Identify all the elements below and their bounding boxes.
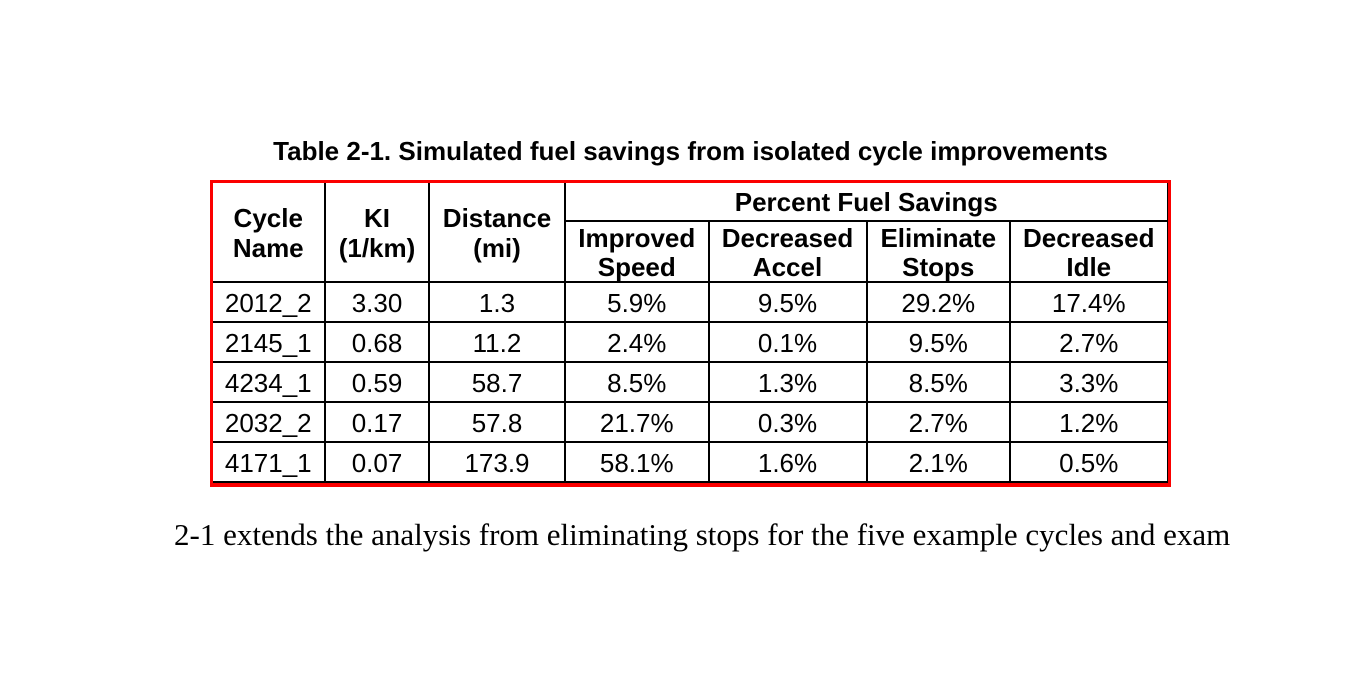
cell-cycle-name-row5: 4171_1 (212, 443, 324, 481)
cell-decreased-idle-row3: 3.3% (1011, 363, 1167, 401)
cell-eliminate-stops-row2: 9.5% (867, 323, 1009, 361)
cell-eliminate-stops-row3: 8.5% (867, 363, 1009, 401)
header-cell-cycle-name: Cycle Name (212, 183, 324, 281)
cell-decreased-idle-row1: 17.4% (1011, 283, 1167, 321)
header-cell-ki: KI (1/km) (326, 183, 428, 281)
header-cell-distance: Distance (mi) (430, 183, 564, 281)
cell-ki-row3: 0.59 (326, 363, 428, 401)
cell-distance-row3: 58.7 (430, 363, 564, 401)
cell-distance-row1: 1.3 (430, 283, 564, 321)
cell-improved-speed-row1: 5.9% (566, 283, 708, 321)
fuel-savings-table: Cycle Name KI (1/km) Distance (mi) Perce… (210, 181, 1169, 483)
cell-ki-row5: 0.07 (326, 443, 428, 481)
cell-distance-row4: 57.8 (430, 403, 564, 441)
cell-decreased-idle-row4: 1.2% (1011, 403, 1167, 441)
cell-ki-row2: 0.68 (326, 323, 428, 361)
cell-decreased-accel-row1: 9.5% (709, 283, 866, 321)
cell-eliminate-stops-row1: 29.2% (867, 283, 1009, 321)
cell-improved-speed-row3: 8.5% (566, 363, 708, 401)
header-cell-decreased-idle: Decreased Idle (1011, 222, 1167, 282)
table-caption: Table 2-1. Simulated fuel savings from i… (273, 135, 1108, 166)
cell-improved-speed-row2: 2.4% (566, 323, 708, 361)
cell-cycle-name-row2: 2145_1 (212, 323, 324, 361)
header-cell-improved-speed: Improved Speed (566, 222, 708, 282)
cell-decreased-accel-row2: 0.1% (709, 323, 866, 361)
cell-decreased-accel-row3: 1.3% (709, 363, 866, 401)
cell-improved-speed-row5: 58.1% (566, 443, 708, 481)
header-cell-decreased-accel: Decreased Accel (709, 222, 866, 282)
cell-distance-row5: 173.9 (430, 443, 564, 481)
body-paragraph: 2-1 extends the analysis from eliminatin… (174, 517, 1231, 552)
cell-decreased-idle-row2: 2.7% (1011, 323, 1167, 361)
cell-improved-speed-row4: 21.7% (566, 403, 708, 441)
cell-decreased-accel-row5: 1.6% (709, 443, 866, 481)
header-cell-eliminate-stops: Eliminate Stops (867, 222, 1009, 282)
cell-decreased-idle-row5: 0.5% (1011, 443, 1167, 481)
cell-distance-row2: 11.2 (430, 323, 564, 361)
cell-decreased-accel-row4: 0.3% (709, 403, 866, 441)
cell-ki-row1: 3.30 (326, 283, 428, 321)
cell-ki-row4: 0.17 (326, 403, 428, 441)
cell-cycle-name-row1: 2012_2 (212, 283, 324, 321)
cell-eliminate-stops-row4: 2.7% (867, 403, 1009, 441)
cell-eliminate-stops-row5: 2.1% (867, 443, 1009, 481)
cell-cycle-name-row4: 2032_2 (212, 403, 324, 441)
header-cell-percent-fuel-savings: Percent Fuel Savings (566, 183, 1167, 220)
cell-cycle-name-row3: 4234_1 (212, 363, 324, 401)
